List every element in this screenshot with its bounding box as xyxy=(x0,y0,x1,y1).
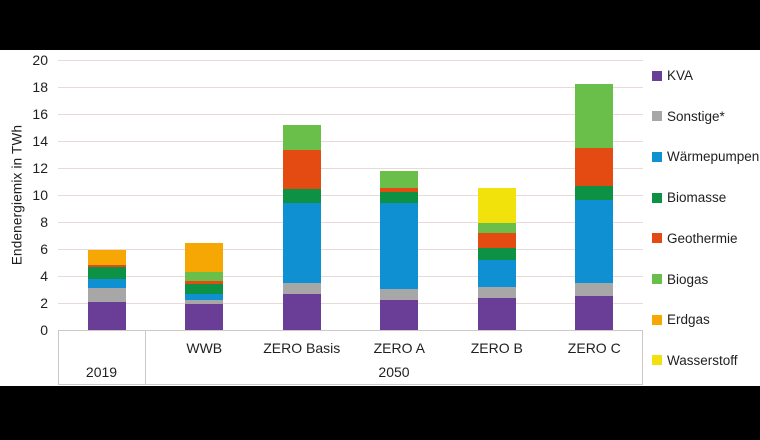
y-axis-tick-label: 8 xyxy=(40,214,48,230)
bar-segment-geothermie xyxy=(380,188,419,192)
x-category-label: ZERO Basis xyxy=(263,340,341,356)
legend-label: Sonstige* xyxy=(667,108,725,124)
letterbox-bottom xyxy=(0,386,760,440)
bar-segment-kva xyxy=(185,304,224,330)
bar-segment-geothermie xyxy=(87,264,126,267)
bar-segment-wrmepumpen xyxy=(477,260,516,288)
bar-segment-geothermie xyxy=(477,233,516,248)
bar-segment-geothermie xyxy=(575,148,614,187)
bar-segment-sonstige xyxy=(575,282,614,297)
y-axis-tick-label: 20 xyxy=(32,52,48,68)
y-axis-tick-label: 10 xyxy=(32,187,48,203)
bar-segment-biogas xyxy=(185,271,224,282)
legend-item-biomasse: Biomasse xyxy=(652,190,726,205)
gridline xyxy=(58,194,643,196)
legend-label: Wasserstoff xyxy=(667,352,738,368)
x-group-label-2019: 2019 xyxy=(85,364,118,380)
gridline xyxy=(58,248,643,250)
bar-segment-wrmepumpen xyxy=(282,203,321,284)
legend-swatch xyxy=(652,274,662,284)
bar-segment-geothermie xyxy=(185,281,224,285)
gridline xyxy=(58,86,643,88)
legend-label: Erdgas xyxy=(667,312,710,328)
gridline xyxy=(58,302,643,304)
x-category-label: ZERO B xyxy=(470,340,523,356)
legend-swatch xyxy=(652,192,662,203)
bar-segment-kva xyxy=(380,300,419,330)
bar-segment-biogas xyxy=(575,84,614,149)
bar-segment-geothermie xyxy=(282,150,321,189)
legend-label: Geothermie xyxy=(667,230,738,246)
bar-segment-erdgas xyxy=(185,242,224,272)
y-axis-tick-label: 4 xyxy=(40,268,48,284)
y-axis-tick-label: 6 xyxy=(40,241,48,257)
y-axis-tick-label: 18 xyxy=(32,79,48,95)
legend-swatch xyxy=(652,355,662,366)
x-category-label: WWB xyxy=(186,340,223,356)
legend-swatch xyxy=(652,111,662,122)
legend-item-sonstige: Sonstige* xyxy=(652,109,725,124)
y-axis-tick-label: 2 xyxy=(40,295,48,311)
legend-item-kva: KVA xyxy=(652,68,693,83)
legend-item-erdgas: Erdgas xyxy=(652,312,710,327)
bar-segment-wrmepumpen xyxy=(185,294,224,300)
legend-item-biogas: Biogas xyxy=(652,272,708,287)
letterbox-top xyxy=(0,0,760,50)
x-category-label: ZERO C xyxy=(567,340,621,356)
legend-label: KVA xyxy=(667,68,694,83)
bar-segment-sonstige xyxy=(380,288,419,301)
bar-segment-biomasse xyxy=(282,188,321,204)
x-group-label-2050: 2050 xyxy=(378,364,410,380)
y-axis-tick-label: 16 xyxy=(32,106,48,122)
legend-label: Biogas xyxy=(667,271,709,287)
bar-segment-erdgas xyxy=(87,250,126,265)
bar-segment-biomasse xyxy=(477,247,516,261)
legend-label: Biomasse xyxy=(667,190,727,206)
bar-segment-biomasse xyxy=(380,191,419,204)
bar-segment-biomasse xyxy=(575,186,614,201)
bar-segment-biogas xyxy=(282,125,321,151)
bar-segment-biomasse xyxy=(87,266,126,279)
bar-segment-sonstige xyxy=(477,287,516,298)
x-axis-group-divider xyxy=(145,330,146,385)
legend-item-wasserstoff: Wasserstoff xyxy=(652,353,738,368)
bar-segment-biogas xyxy=(477,223,516,234)
bar-segment-wasserstoff xyxy=(477,188,516,224)
bar-segment-kva xyxy=(282,293,321,330)
bar-segment-kva xyxy=(477,297,516,330)
bar-segment-wrmepumpen xyxy=(380,203,419,289)
gridline xyxy=(58,221,643,223)
bar-segment-sonstige xyxy=(185,299,224,305)
legend-item-geothermie: Geothermie xyxy=(652,231,738,246)
x-axis-table xyxy=(58,330,643,385)
legend-label: Wärmepumpen xyxy=(667,149,760,165)
y-axis-tick-label: 0 xyxy=(40,322,48,338)
bar-segment-wrmepumpen xyxy=(575,200,614,283)
gridline xyxy=(58,275,643,277)
bar-segment-kva xyxy=(87,302,126,330)
bar-segment-biomasse xyxy=(185,284,224,295)
y-axis-tick-label: 12 xyxy=(32,160,48,176)
legend-swatch xyxy=(652,314,662,325)
gridline xyxy=(58,167,643,169)
x-category-label: ZERO A xyxy=(373,340,425,356)
bar-segment-kva xyxy=(575,296,614,330)
bar-segment-wrmepumpen xyxy=(87,278,126,289)
legend-item-wrmepumpen: Wärmepumpen xyxy=(652,149,759,164)
gridline xyxy=(58,59,643,61)
legend-swatch xyxy=(652,233,662,244)
bar-segment-sonstige xyxy=(87,288,126,303)
bar-segment-biogas xyxy=(380,170,419,189)
gridline xyxy=(58,113,643,115)
bar-segment-sonstige xyxy=(282,283,321,294)
legend-swatch xyxy=(652,151,662,162)
gridline xyxy=(58,140,643,142)
legend-swatch xyxy=(652,70,662,81)
y-axis-tick-label: 14 xyxy=(32,133,48,149)
